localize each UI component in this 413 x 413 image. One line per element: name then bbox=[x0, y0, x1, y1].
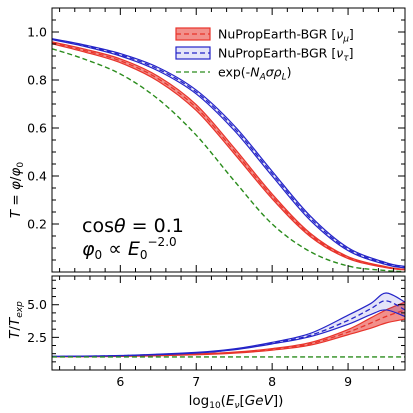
legend-item: NuPropEarth-BGR [ντ] bbox=[175, 46, 354, 64]
y-tick-label: 2.5 bbox=[27, 330, 47, 345]
svg-text:log10(Eν[GeV]): log10(Eν[GeV]) bbox=[189, 393, 284, 411]
legend-item: exp(-NAσρL) bbox=[176, 65, 292, 83]
line-center-nupropearth-bgr--top bbox=[52, 42, 405, 271]
legend-label: NuPropEarth-BGR [νμ] bbox=[218, 27, 354, 45]
band-upper-nupropearth-bgr--bottom bbox=[52, 292, 405, 357]
y-tick-label: 0.4 bbox=[27, 169, 47, 184]
line-center-nupropearth-bgr--top bbox=[52, 38, 405, 268]
band-upper-nupropearth-bgr--top bbox=[52, 41, 405, 270]
line-center-nupropearth-bgr--bottom bbox=[52, 309, 405, 358]
legend-label: NuPropEarth-BGR [ντ] bbox=[218, 46, 354, 64]
legend-label: exp(-NAσρL) bbox=[218, 65, 292, 83]
band-lower-nupropearth-bgr--bottom bbox=[52, 318, 405, 358]
x-axis-top bbox=[59, 8, 395, 272]
svg-text:cosθ = 0.1: cosθ = 0.1 bbox=[82, 215, 184, 237]
legend-item: NuPropEarth-BGR [νμ] bbox=[175, 27, 354, 45]
x-tick-label: 8 bbox=[268, 374, 276, 389]
y-tick-label: 0.2 bbox=[27, 217, 47, 232]
x-tick-label: 6 bbox=[116, 374, 124, 389]
plot-area-top bbox=[52, 38, 405, 272]
svg-text:T/Texp: T/Texp bbox=[7, 301, 25, 339]
plot-area-bottom bbox=[52, 292, 405, 358]
y-axis-top: 0.2 0.4 0.6 0.8 1.0 bbox=[27, 7, 405, 273]
svg-text:T = φ/φ0: T = φ/φ0 bbox=[8, 162, 26, 219]
svg-text:φ0 ∝ E0−2.0: φ0 ∝ E0−2.0 bbox=[82, 235, 177, 262]
y-axis-label-bottom: T/Texp bbox=[7, 301, 25, 339]
top-panel: 0.2 0.4 0.6 0.8 1.0 bbox=[27, 7, 406, 273]
y-tick-label: 0.8 bbox=[27, 73, 47, 88]
band-lower-nupropearth-bgr--top bbox=[52, 43, 405, 271]
y-tick-label: 5.0 bbox=[27, 297, 47, 312]
band-nupropearth-bgr--bottom bbox=[52, 302, 405, 357]
y-tick-label: 1.0 bbox=[27, 25, 47, 40]
y-tick-label: 0.6 bbox=[27, 121, 47, 136]
legend: NuPropEarth-BGR [νμ]NuPropEarth-BGR [ντ]… bbox=[175, 27, 354, 83]
y-axis-bottom: 2.5 5.0 bbox=[27, 279, 405, 371]
x-axis-label: log10(Eν[GeV]) bbox=[189, 393, 284, 411]
x-tick-label: 7 bbox=[192, 374, 200, 389]
line-exp-n-a-l--top bbox=[52, 48, 405, 272]
y-axis-label-top: T = φ/φ0 bbox=[8, 162, 26, 219]
x-axis-bottom: 6 7 8 9 bbox=[59, 276, 395, 389]
line-center-nupropearth-bgr--bottom bbox=[52, 300, 405, 358]
bottom-panel: 6 7 8 9 2.5 5.0 bbox=[27, 275, 406, 389]
x-tick-label: 9 bbox=[344, 374, 352, 389]
band-upper-nupropearth-bgr--top bbox=[52, 38, 405, 268]
axes-frame-bottom bbox=[51, 275, 406, 371]
chart-annotation: cosθ = 0.1 φ0 ∝ E0−2.0 bbox=[82, 215, 184, 262]
band-lower-nupropearth-bgr--top bbox=[52, 39, 405, 269]
band-nupropearth-bgr--bottom bbox=[52, 292, 405, 357]
